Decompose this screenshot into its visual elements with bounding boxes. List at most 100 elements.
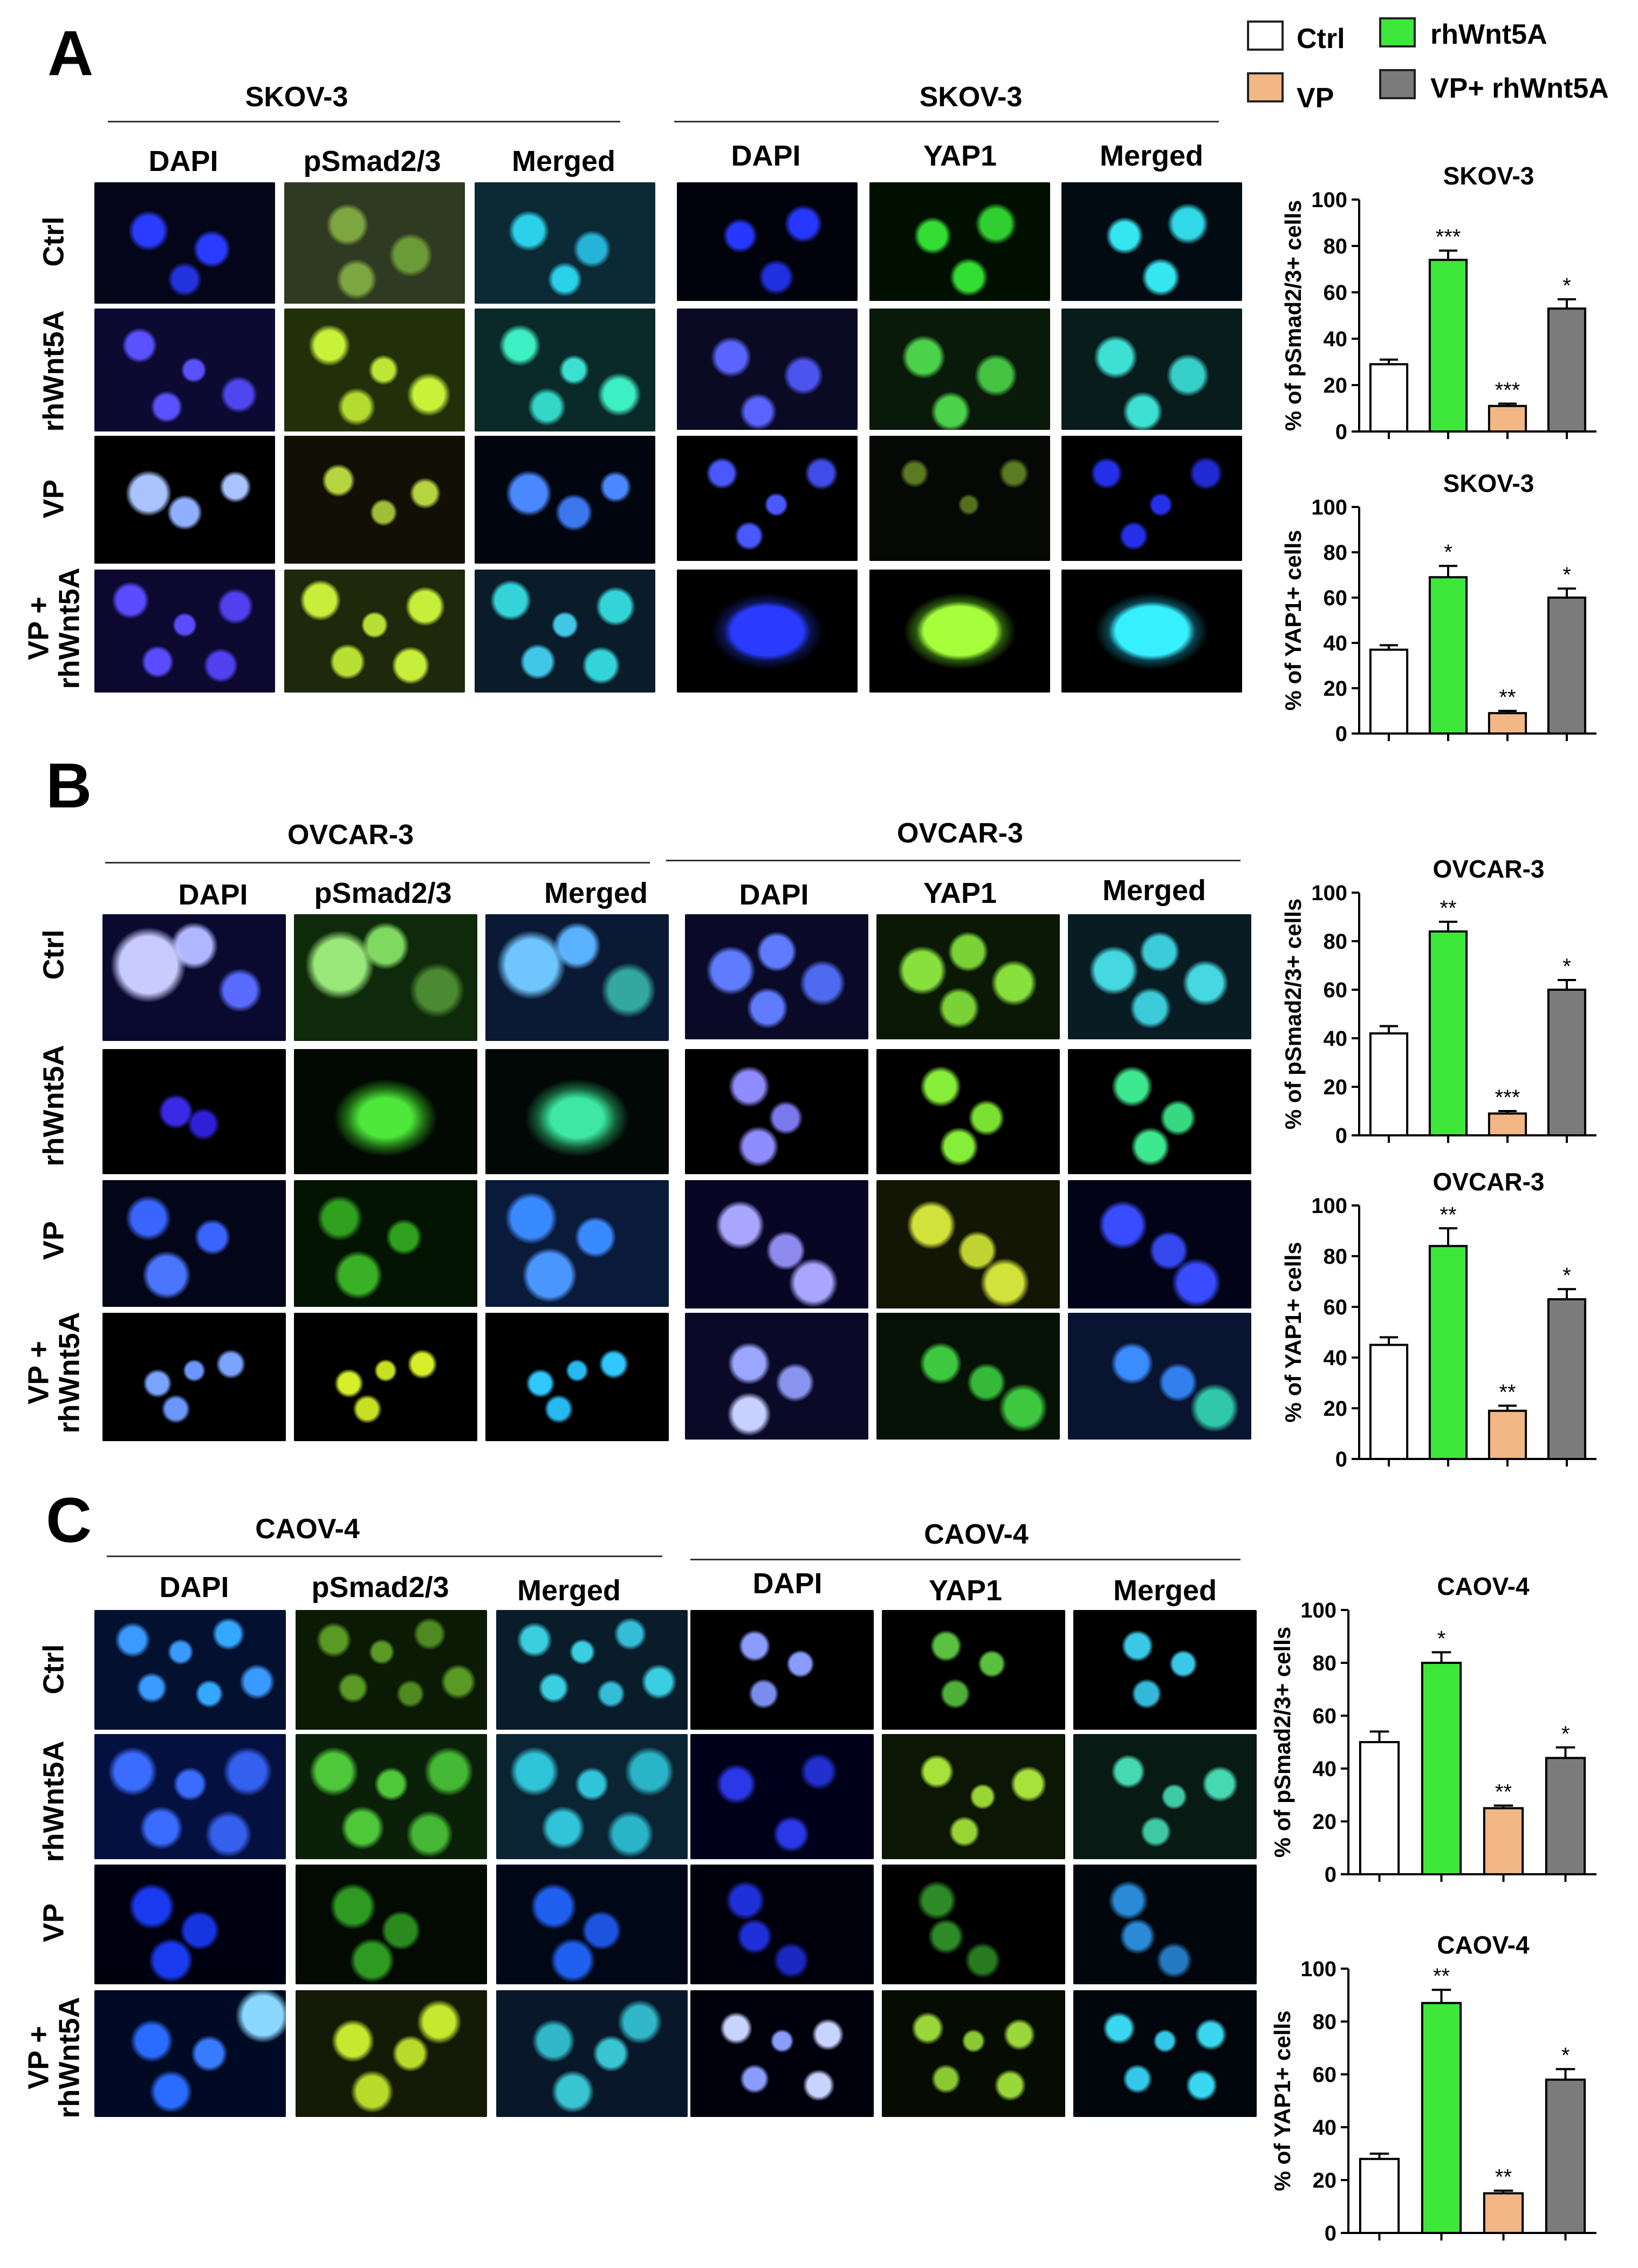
bar-ctrl (1359, 2157, 1400, 2234)
micrograph-merged (1073, 1734, 1257, 1859)
significance-marker: ** (1495, 2166, 1512, 2189)
y-tick-label: 20 (1324, 1075, 1348, 1099)
y-tick-label: 20 (1324, 1397, 1348, 1421)
micrograph-dapi (685, 914, 868, 1039)
bar-vp-rhwnt5a (1547, 307, 1587, 433)
column-label-dapi: DAPI (159, 1571, 229, 1604)
y-tick-label: 100 (1300, 1599, 1337, 1622)
significance-marker: * (1561, 1722, 1570, 1746)
micrograph-dapi (102, 1180, 286, 1307)
y-axis-label: % of pSmad2/3+ cells (1280, 899, 1306, 1129)
micrograph-dapi (677, 436, 858, 561)
bar-vp (1488, 1409, 1527, 1461)
panel-label-a: A (47, 18, 94, 89)
micrograph-yap (869, 436, 1050, 561)
y-tick-label: 60 (1324, 1296, 1348, 1319)
micrograph-dapi (94, 309, 275, 431)
micrograph-merged (1073, 1610, 1257, 1730)
legend-swatch-vp (1247, 72, 1284, 102)
micrograph-merged (496, 1990, 688, 2117)
micrograph-yap (876, 914, 1060, 1039)
y-tick-label: 60 (1324, 978, 1348, 1002)
column-label-yap: YAP1 (923, 140, 997, 172)
micrograph-dapi (102, 914, 286, 1041)
y-tick-label: 40 (1324, 1027, 1348, 1051)
y-tick-label: 40 (1313, 1757, 1337, 1781)
row-label-rhwnt5a: rhWnt5A (37, 1741, 70, 1862)
cell-line-title: SKOV-3 (919, 81, 1023, 113)
column-label-dapi: DAPI (752, 1567, 823, 1600)
micrograph-psmad (296, 1865, 487, 1984)
bar-rhwnt5a (1428, 930, 1468, 1136)
significance-marker: *** (1436, 225, 1461, 249)
y-tick-label: 20 (1313, 2169, 1337, 2192)
micrograph-psmad (294, 1180, 477, 1307)
significance-marker: * (1562, 1264, 1571, 1287)
divider-line (674, 121, 1219, 122)
micrograph-dapi (690, 1990, 874, 2117)
y-tick-label: 0 (1335, 1448, 1347, 1471)
bar-vp-rhwnt5a (1547, 597, 1587, 735)
cell-line-title: OVCAR-3 (287, 819, 414, 851)
y-tick-label: 40 (1324, 632, 1348, 655)
column-label-merged: Merged (1102, 874, 1207, 907)
row-label-vp-rhwnt5a: VP + rhWnt5A (22, 1312, 85, 1434)
y-tick-label: 60 (1324, 586, 1348, 610)
micrograph-yap (882, 1990, 1065, 2117)
legend-swatch-ctrl (1247, 20, 1284, 51)
micrograph-dapi (94, 570, 275, 693)
micrograph-merged (496, 1734, 688, 1859)
micrograph-merged (485, 1049, 669, 1174)
micrograph-merged (1061, 182, 1242, 301)
y-axis-label: % of YAP1+ cells (1270, 2010, 1295, 2191)
micrograph-merged (475, 436, 655, 564)
y-tick-label: 40 (1313, 2116, 1337, 2140)
y-tick-label: 60 (1324, 281, 1348, 305)
significance-marker: ** (1495, 1780, 1512, 1804)
cell-line-title: CAOV-4 (924, 1519, 1029, 1550)
y-axis-label: % of pSmad2/3+ cells (1280, 200, 1306, 431)
chart-title: SKOV-3 (1443, 162, 1534, 190)
micrograph-yap (869, 570, 1050, 693)
micrograph-dapi (677, 182, 858, 301)
y-tick-label: 20 (1324, 677, 1348, 701)
column-label-dapi: DAPI (739, 879, 809, 911)
legend-label-vp-rhwnt5a: VP+ rhWnt5A (1430, 73, 1609, 104)
micrograph-yap (869, 182, 1050, 301)
micrograph-merged (485, 1180, 669, 1307)
y-tick-label: 100 (1311, 881, 1347, 905)
micrograph-merged (475, 182, 655, 304)
micrograph-dapi (94, 182, 275, 304)
micrograph-merged (1068, 1180, 1251, 1308)
row-label-vp: VP (37, 1903, 70, 1943)
micrograph-dapi (685, 1313, 868, 1440)
y-tick-label: 0 (1335, 722, 1347, 746)
y-tick-label: 0 (1325, 2222, 1337, 2245)
y-tick-label: 0 (1335, 420, 1347, 444)
significance-marker: ** (1440, 1203, 1456, 1226)
micrograph-merged (475, 570, 655, 693)
significance-marker: * (1562, 563, 1571, 587)
chart-title: SKOV-3 (1443, 469, 1534, 497)
y-tick-label: 80 (1324, 235, 1348, 258)
row-label-ctrl: Ctrl (37, 216, 70, 267)
y-tick-label: 40 (1324, 327, 1348, 351)
micrograph-psmad (294, 914, 477, 1041)
row-label-ctrl: Ctrl (37, 929, 70, 980)
micrograph-dapi (94, 1734, 286, 1859)
legend-label-rhwnt5a: rhWnt5A (1430, 19, 1547, 50)
row-label-ctrl: Ctrl (37, 1644, 70, 1695)
micrograph-yap (882, 1610, 1065, 1730)
y-tick-label: 80 (1324, 930, 1348, 954)
micrograph-dapi (102, 1313, 286, 1441)
y-tick-label: 100 (1300, 1957, 1337, 1981)
significance-marker: *** (1495, 378, 1520, 402)
y-tick-label: 0 (1325, 1863, 1337, 1887)
bar-vp (1483, 1807, 1524, 1875)
micrograph-merged (496, 1865, 688, 1984)
micrograph-merged (1061, 570, 1242, 693)
divider-line (108, 121, 620, 122)
row-label-vp: VP (37, 479, 70, 519)
